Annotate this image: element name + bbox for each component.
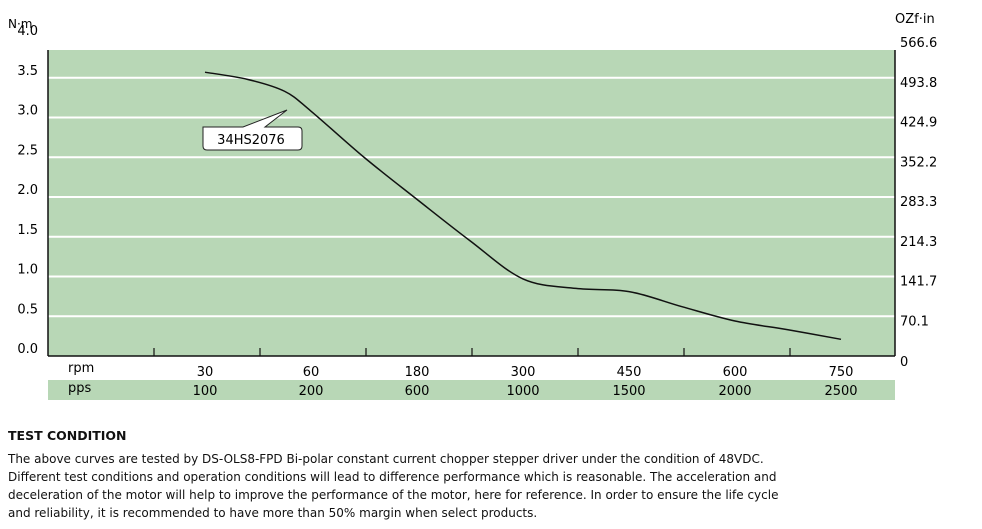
pps-tick-label: 2500 [824, 384, 857, 399]
y-right-tick-label: 424.9 [900, 116, 937, 131]
y-right-axis-label: OZf·in [895, 12, 935, 27]
pps-tick-label: 1000 [506, 384, 539, 399]
test-condition-title: TEST CONDITION [8, 428, 127, 443]
rpm-tick-label: 180 [405, 365, 430, 380]
rpm-tick-label: 450 [617, 365, 642, 380]
pps-tick-label: 100 [193, 384, 218, 399]
y-right-tick-label: 141.7 [900, 275, 937, 290]
rpm-label: rpm [68, 361, 94, 376]
y-tick-label: 3.5 [17, 64, 38, 79]
y-tick-label: 2.5 [17, 143, 38, 158]
y-tick-label: 1.5 [17, 223, 38, 238]
y-right-tick-label: 214.3 [900, 235, 937, 250]
y-tick-label: 0.0 [17, 342, 38, 357]
series-label: 34HS2076 [217, 133, 285, 148]
rpm-tick-label: 300 [511, 365, 536, 380]
y-axis-label: N·m [8, 17, 32, 31]
y-right-tick-label: 566.6 [900, 36, 937, 51]
pps-tick-label: 2000 [718, 384, 751, 399]
rpm-tick-label: 600 [723, 365, 748, 380]
torque-chart: 0.0 0.5 1.0 1.5 2.0 2.5 3.0 3.5 4.0 0 70.1 141.7 214… [8, 12, 937, 400]
y-right-tick-label: 493.8 [900, 76, 937, 91]
y-tick-label: 0.5 [17, 302, 38, 317]
test-line-1: The above curves are tested by DS-OLS8-F… [8, 452, 764, 466]
pps-row-bg [48, 380, 895, 400]
test-line-2: Different test conditions and operation … [8, 470, 777, 484]
y-right-tick-label: 70.1 [900, 314, 929, 329]
series-callout [202, 109, 303, 151]
rpm-tick-label: 60 [303, 365, 320, 380]
y-tick-label: 2.0 [17, 183, 38, 198]
pps-tick-label: 600 [405, 384, 430, 399]
y-tick-label: 1.0 [17, 263, 38, 278]
plot-area [48, 50, 895, 356]
torque-curve [204, 71, 842, 341]
test-line-4: and reliability, it is recommended to ha… [8, 506, 538, 520]
y-right-tick-label: 283.3 [900, 195, 937, 210]
pps-tick-label: 1500 [612, 384, 645, 399]
y-right-tick-label: 352.2 [900, 155, 937, 170]
y-right-tick-label: 0 [900, 355, 908, 370]
rpm-tick-label: 30 [197, 365, 214, 380]
y-tick-label: 3.0 [17, 104, 38, 119]
rpm-tick-label: 750 [829, 365, 854, 380]
pps-label: pps [68, 381, 92, 396]
pps-tick-label: 200 [299, 384, 324, 399]
test-line-3: deceleration of the motor will help to i… [8, 488, 779, 502]
y-tick-label: 4.0 [17, 24, 38, 39]
